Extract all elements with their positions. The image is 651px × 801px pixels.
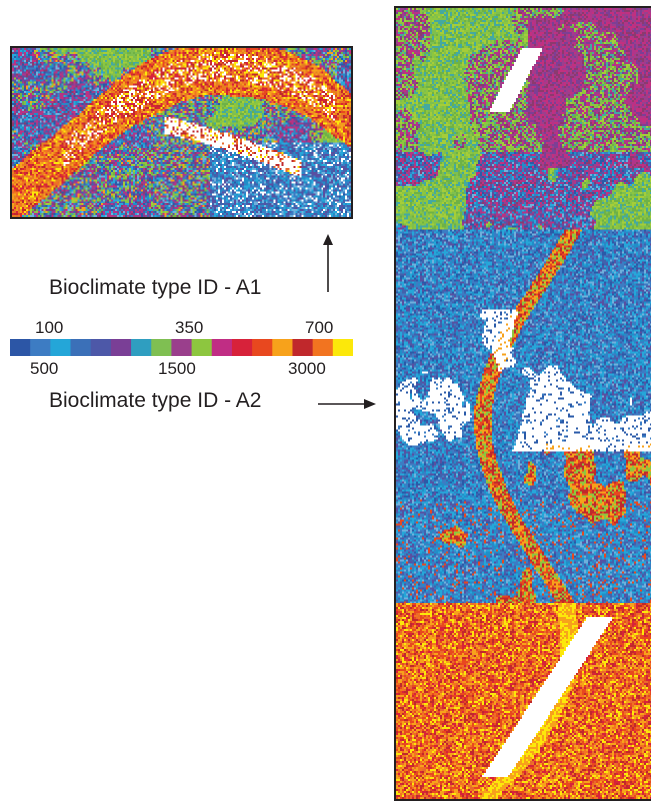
tick-top-1: 100 bbox=[35, 318, 64, 337]
colorbar-segment bbox=[231, 339, 253, 356]
colorbar-segment bbox=[110, 339, 132, 356]
arrow-right-icon bbox=[318, 399, 376, 409]
legend-label-a2: Bioclimate type ID - A2 bbox=[49, 389, 262, 412]
colorbar-segment bbox=[70, 339, 92, 356]
colorbar-segment bbox=[312, 339, 334, 356]
tick-bottom-1: 500 bbox=[30, 359, 59, 378]
colorbar-segment bbox=[30, 339, 51, 356]
colorbar-segment bbox=[171, 339, 193, 356]
arrow-up-icon bbox=[323, 234, 333, 292]
colorbar-segment bbox=[272, 339, 293, 356]
map-a2 bbox=[394, 6, 651, 801]
colorbar-segment bbox=[131, 339, 152, 356]
legend-label-a1: Bioclimate type ID - A1 bbox=[49, 276, 262, 299]
colorbar-segment bbox=[332, 339, 353, 356]
map-a2-raster bbox=[396, 8, 651, 799]
colorbar-segment bbox=[292, 339, 314, 356]
colorbar-segment bbox=[252, 339, 273, 356]
map-a1-raster bbox=[12, 48, 351, 217]
colorbar-segment bbox=[10, 339, 31, 356]
colorbar-segment bbox=[50, 339, 72, 356]
colorbar-segment bbox=[90, 339, 112, 356]
colorbar-segment bbox=[191, 339, 213, 356]
colorbar-segment bbox=[211, 339, 233, 356]
colorbar bbox=[10, 339, 353, 356]
tick-top-2: 350 bbox=[175, 318, 204, 337]
tick-bottom-2: 1500 bbox=[158, 359, 196, 378]
map-a1 bbox=[10, 46, 353, 219]
tick-top-3: 700 bbox=[305, 318, 334, 337]
tick-bottom-3: 3000 bbox=[288, 359, 326, 378]
colorbar-segment bbox=[151, 339, 172, 356]
